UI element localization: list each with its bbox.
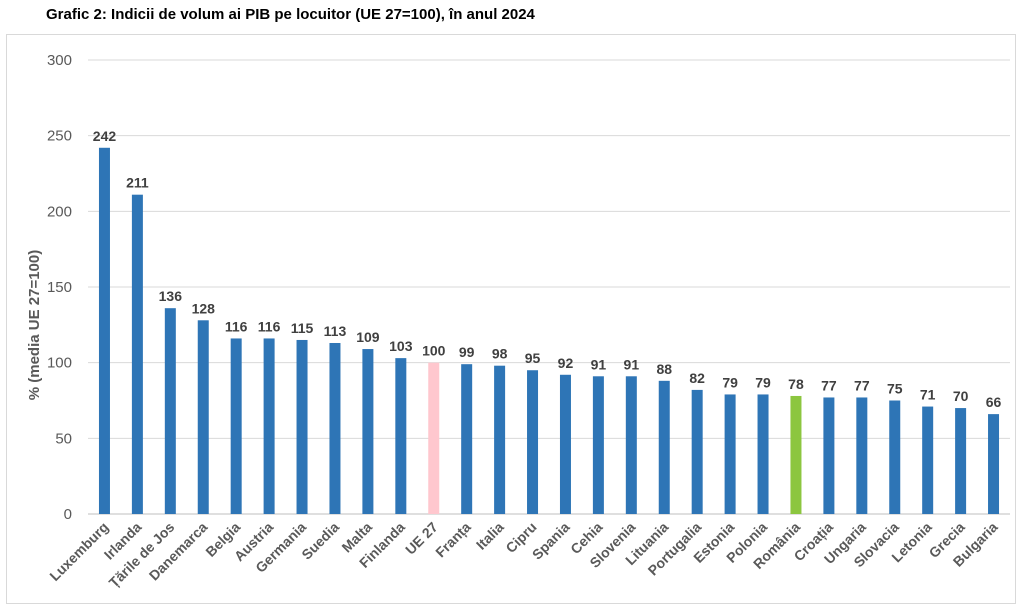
bar [790,395,802,514]
data-label: 211 [126,175,149,191]
bar [988,414,1000,514]
data-label: 75 [887,381,903,397]
bar [164,308,176,514]
bar [691,389,703,514]
data-label: 136 [159,288,183,304]
y-tick-label: 250 [47,128,72,145]
data-label: 88 [656,361,672,377]
bar [724,394,736,514]
bar [625,376,637,514]
bar [955,408,967,514]
data-label: 98 [492,346,508,362]
gridlines [88,59,1010,515]
data-labels: 242 211 136 128 116 116 115 113 109 103 100 99 98 95 9… [93,128,1002,410]
data-label: 79 [755,374,771,390]
data-label: 78 [788,376,804,392]
y-tick-label: 100 [47,355,72,372]
data-label: 91 [591,356,607,372]
bar [98,147,110,515]
x-tick-label: Franța [432,519,474,561]
bar [494,365,506,514]
data-label: 92 [558,355,574,371]
x-tick-label: Suedia [298,519,342,563]
bar [922,406,934,514]
data-label: 115 [291,320,314,336]
data-label: 91 [624,356,640,372]
bars [98,147,1000,515]
x-tick-label: Italia [473,519,507,553]
bar [230,338,242,514]
bar [658,380,670,514]
bar [296,339,308,514]
y-tick-label: 150 [47,279,72,296]
data-label: 77 [821,377,837,393]
data-label: 100 [422,343,446,359]
bar [329,342,341,514]
y-tick-label: 200 [47,203,72,220]
data-label: 82 [689,370,705,386]
bar [757,394,769,514]
data-label: 113 [324,323,347,339]
bar [823,397,835,514]
bar [395,358,407,514]
chart-frame [6,34,1016,604]
data-label: 99 [459,344,475,360]
y-tick-label: 300 [47,52,72,69]
data-label: 95 [525,350,541,366]
y-tick-label: 0 [64,506,72,523]
bar [889,400,901,514]
bar [461,364,473,514]
data-label: 66 [986,394,1002,410]
data-label: 103 [389,338,413,354]
bar [527,370,539,514]
bar [856,397,868,514]
x-tick-label: Spania [529,519,573,563]
bar [428,362,440,514]
bar [131,194,143,515]
data-label: 70 [953,388,969,404]
chart-title: Grafic 2: Indicii de volum ai PIB pe loc… [46,6,535,23]
y-axis-label: % (media UE 27=100) [26,250,43,401]
bar [559,374,571,514]
y-axis-ticks: 0 50 100 150 200 250 300 [47,52,72,523]
data-label: 116 [258,318,281,334]
bar [197,320,209,514]
data-label: 79 [722,374,738,390]
bar [362,349,374,514]
y-tick-label: 50 [55,430,72,447]
bar [263,338,275,514]
data-label: 77 [854,377,870,393]
data-label: 242 [93,128,117,144]
data-label: 109 [356,329,380,345]
data-label: 128 [192,300,216,316]
bar [592,376,604,514]
data-label: 116 [225,318,248,334]
data-label: 71 [920,387,936,403]
